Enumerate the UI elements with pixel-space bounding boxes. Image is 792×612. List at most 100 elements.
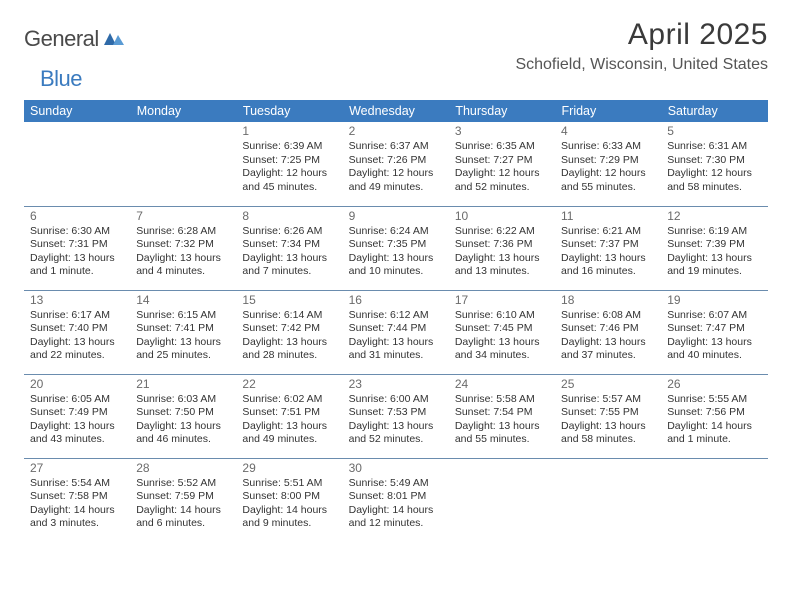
calendar-cell: 14Sunrise: 6:15 AMSunset: 7:41 PMDayligh… bbox=[130, 290, 236, 374]
sunrise-text: Sunrise: 6:08 AM bbox=[561, 309, 655, 322]
calendar-cell: 23Sunrise: 6:00 AMSunset: 7:53 PMDayligh… bbox=[343, 374, 449, 458]
calendar-cell: 22Sunrise: 6:02 AMSunset: 7:51 PMDayligh… bbox=[236, 374, 342, 458]
calendar-cell bbox=[130, 122, 236, 206]
day-number: 19 bbox=[667, 293, 761, 308]
daylight-text: Daylight: 12 hours and 45 minutes. bbox=[242, 167, 336, 194]
day-number: 28 bbox=[136, 461, 230, 476]
calendar-cell bbox=[24, 122, 130, 206]
day-number: 21 bbox=[136, 377, 230, 392]
daylight-text: Daylight: 12 hours and 49 minutes. bbox=[349, 167, 443, 194]
daylight-text: Daylight: 13 hours and 40 minutes. bbox=[667, 336, 761, 363]
sunset-text: Sunset: 7:53 PM bbox=[349, 406, 443, 419]
day-number: 29 bbox=[242, 461, 336, 476]
calendar-cell: 24Sunrise: 5:58 AMSunset: 7:54 PMDayligh… bbox=[449, 374, 555, 458]
day-header: Sunday bbox=[24, 100, 130, 122]
calendar-cell: 4Sunrise: 6:33 AMSunset: 7:29 PMDaylight… bbox=[555, 122, 661, 206]
sunset-text: Sunset: 7:59 PM bbox=[136, 490, 230, 503]
daylight-text: Daylight: 14 hours and 12 minutes. bbox=[349, 504, 443, 531]
day-number: 10 bbox=[455, 209, 549, 224]
sunrise-text: Sunrise: 6:19 AM bbox=[667, 225, 761, 238]
sunset-text: Sunset: 8:00 PM bbox=[242, 490, 336, 503]
sunrise-text: Sunrise: 6:12 AM bbox=[349, 309, 443, 322]
day-number: 13 bbox=[30, 293, 124, 308]
calendar-cell: 16Sunrise: 6:12 AMSunset: 7:44 PMDayligh… bbox=[343, 290, 449, 374]
calendar-cell: 17Sunrise: 6:10 AMSunset: 7:45 PMDayligh… bbox=[449, 290, 555, 374]
sunrise-text: Sunrise: 6:05 AM bbox=[30, 393, 124, 406]
logo-word-blue: Blue bbox=[40, 66, 82, 92]
logo: General bbox=[24, 18, 126, 52]
day-number: 15 bbox=[242, 293, 336, 308]
sunset-text: Sunset: 7:50 PM bbox=[136, 406, 230, 419]
daylight-text: Daylight: 13 hours and 19 minutes. bbox=[667, 252, 761, 279]
day-number: 17 bbox=[455, 293, 549, 308]
daylight-text: Daylight: 13 hours and 55 minutes. bbox=[455, 420, 549, 447]
daylight-text: Daylight: 13 hours and 43 minutes. bbox=[30, 420, 124, 447]
daylight-text: Daylight: 14 hours and 3 minutes. bbox=[30, 504, 124, 531]
sunrise-text: Sunrise: 6:02 AM bbox=[242, 393, 336, 406]
sunset-text: Sunset: 7:39 PM bbox=[667, 238, 761, 251]
day-number: 24 bbox=[455, 377, 549, 392]
calendar-cell: 2Sunrise: 6:37 AMSunset: 7:26 PMDaylight… bbox=[343, 122, 449, 206]
calendar-cell: 12Sunrise: 6:19 AMSunset: 7:39 PMDayligh… bbox=[661, 206, 767, 290]
daylight-text: Daylight: 13 hours and 46 minutes. bbox=[136, 420, 230, 447]
day-header: Saturday bbox=[661, 100, 767, 122]
calendar-cell: 13Sunrise: 6:17 AMSunset: 7:40 PMDayligh… bbox=[24, 290, 130, 374]
daylight-text: Daylight: 13 hours and 4 minutes. bbox=[136, 252, 230, 279]
daylight-text: Daylight: 14 hours and 1 minute. bbox=[667, 420, 761, 447]
calendar-week-row: 27Sunrise: 5:54 AMSunset: 7:58 PMDayligh… bbox=[24, 458, 768, 542]
daylight-text: Daylight: 13 hours and 52 minutes. bbox=[349, 420, 443, 447]
daylight-text: Daylight: 14 hours and 6 minutes. bbox=[136, 504, 230, 531]
sunset-text: Sunset: 7:45 PM bbox=[455, 322, 549, 335]
calendar-cell bbox=[449, 458, 555, 542]
calendar-cell bbox=[555, 458, 661, 542]
day-header: Friday bbox=[555, 100, 661, 122]
calendar-cell bbox=[661, 458, 767, 542]
day-header: Tuesday bbox=[236, 100, 342, 122]
calendar-cell: 27Sunrise: 5:54 AMSunset: 7:58 PMDayligh… bbox=[24, 458, 130, 542]
calendar-cell: 30Sunrise: 5:49 AMSunset: 8:01 PMDayligh… bbox=[343, 458, 449, 542]
sunrise-text: Sunrise: 6:00 AM bbox=[349, 393, 443, 406]
calendar-cell: 10Sunrise: 6:22 AMSunset: 7:36 PMDayligh… bbox=[449, 206, 555, 290]
calendar-cell: 26Sunrise: 5:55 AMSunset: 7:56 PMDayligh… bbox=[661, 374, 767, 458]
daylight-text: Daylight: 13 hours and 34 minutes. bbox=[455, 336, 549, 363]
calendar-week-row: 13Sunrise: 6:17 AMSunset: 7:40 PMDayligh… bbox=[24, 290, 768, 374]
day-number: 30 bbox=[349, 461, 443, 476]
sunset-text: Sunset: 7:30 PM bbox=[667, 154, 761, 167]
sunrise-text: Sunrise: 5:58 AM bbox=[455, 393, 549, 406]
daylight-text: Daylight: 12 hours and 52 minutes. bbox=[455, 167, 549, 194]
sunrise-text: Sunrise: 5:55 AM bbox=[667, 393, 761, 406]
calendar-cell: 11Sunrise: 6:21 AMSunset: 7:37 PMDayligh… bbox=[555, 206, 661, 290]
day-number: 1 bbox=[242, 124, 336, 139]
sunset-text: Sunset: 7:29 PM bbox=[561, 154, 655, 167]
calendar-week-row: 6Sunrise: 6:30 AMSunset: 7:31 PMDaylight… bbox=[24, 206, 768, 290]
day-number: 16 bbox=[349, 293, 443, 308]
day-number: 6 bbox=[30, 209, 124, 224]
day-header: Wednesday bbox=[343, 100, 449, 122]
sunset-text: Sunset: 7:47 PM bbox=[667, 322, 761, 335]
calendar-cell: 9Sunrise: 6:24 AMSunset: 7:35 PMDaylight… bbox=[343, 206, 449, 290]
calendar-cell: 25Sunrise: 5:57 AMSunset: 7:55 PMDayligh… bbox=[555, 374, 661, 458]
daylight-text: Daylight: 13 hours and 31 minutes. bbox=[349, 336, 443, 363]
sunrise-text: Sunrise: 6:28 AM bbox=[136, 225, 230, 238]
day-number: 2 bbox=[349, 124, 443, 139]
sunset-text: Sunset: 8:01 PM bbox=[349, 490, 443, 503]
calendar-cell: 29Sunrise: 5:51 AMSunset: 8:00 PMDayligh… bbox=[236, 458, 342, 542]
sunrise-text: Sunrise: 6:14 AM bbox=[242, 309, 336, 322]
calendar-cell: 3Sunrise: 6:35 AMSunset: 7:27 PMDaylight… bbox=[449, 122, 555, 206]
daylight-text: Daylight: 13 hours and 13 minutes. bbox=[455, 252, 549, 279]
day-number: 14 bbox=[136, 293, 230, 308]
daylight-text: Daylight: 13 hours and 49 minutes. bbox=[242, 420, 336, 447]
sunrise-text: Sunrise: 6:21 AM bbox=[561, 225, 655, 238]
sunrise-text: Sunrise: 5:52 AM bbox=[136, 477, 230, 490]
sunset-text: Sunset: 7:27 PM bbox=[455, 154, 549, 167]
calendar-cell: 6Sunrise: 6:30 AMSunset: 7:31 PMDaylight… bbox=[24, 206, 130, 290]
calendar-document: General April 2025 Schofield, Wisconsin,… bbox=[0, 0, 792, 542]
day-number: 18 bbox=[561, 293, 655, 308]
daylight-text: Daylight: 13 hours and 16 minutes. bbox=[561, 252, 655, 279]
sunset-text: Sunset: 7:46 PM bbox=[561, 322, 655, 335]
day-number: 20 bbox=[30, 377, 124, 392]
day-number: 22 bbox=[242, 377, 336, 392]
day-number: 23 bbox=[349, 377, 443, 392]
day-number: 12 bbox=[667, 209, 761, 224]
day-number: 26 bbox=[667, 377, 761, 392]
